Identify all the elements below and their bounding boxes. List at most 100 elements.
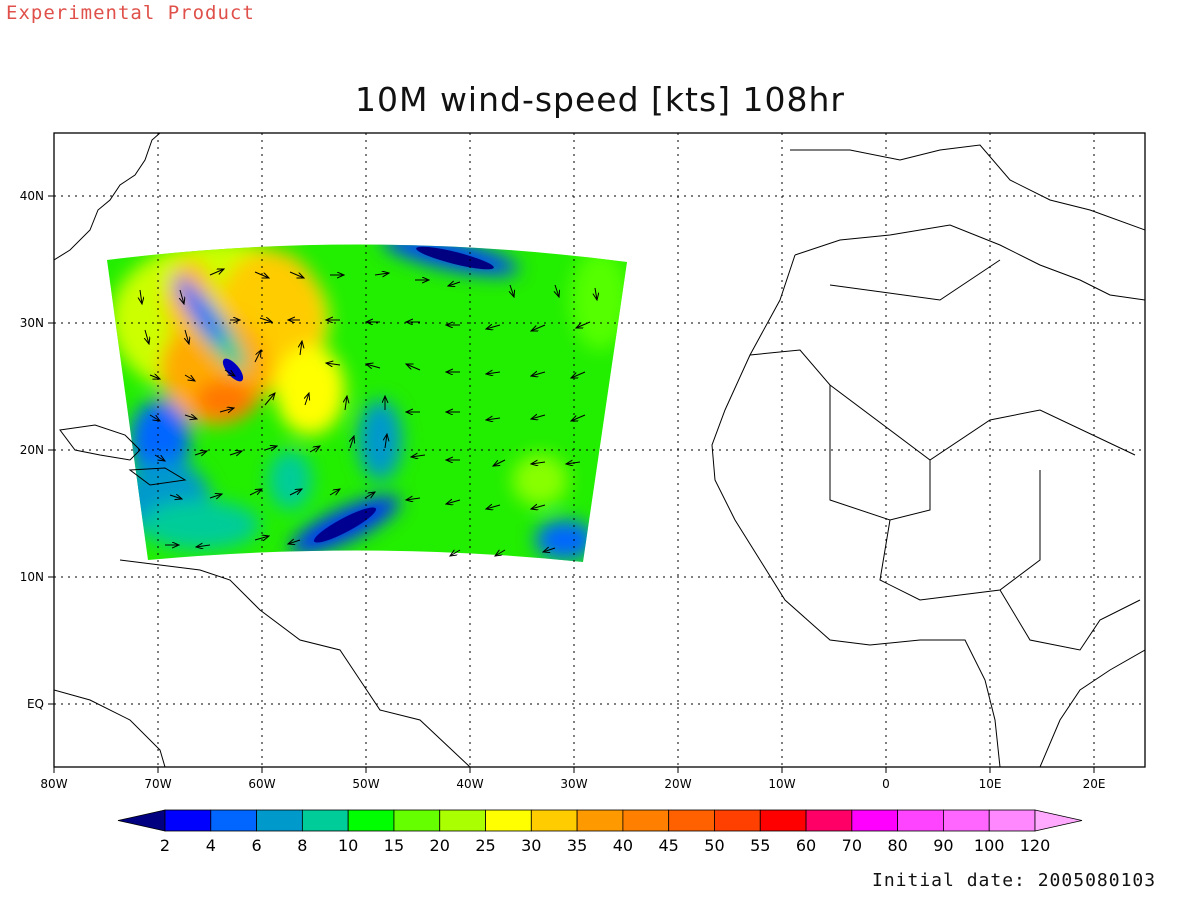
- wind-vector-arrow: [254, 350, 261, 363]
- wind-vector-arrow: [531, 462, 546, 464]
- wind-vector-arrow: [288, 540, 301, 544]
- lon-label-70w: 70W: [144, 777, 171, 791]
- wind-vector-arrow: [264, 446, 277, 450]
- wind-vector-arrow: [486, 372, 501, 374]
- colorbar-swatch: [393, 809, 441, 832]
- lat-label-eq: EQ: [27, 697, 44, 711]
- wind-vector-arrow: [169, 495, 182, 499]
- coastlines: [54, 133, 1145, 767]
- colorbar-label: 10: [338, 836, 358, 855]
- colorbar-swatch: [851, 809, 899, 832]
- wind-vector-arrow: [566, 462, 581, 464]
- wind-vector-arrow: [406, 364, 421, 371]
- colorbar-swatch: [347, 809, 395, 832]
- colorbar-labels: 2 4 6 8 10 15 20 25 30 35 40 45 50 55 60…: [160, 836, 1050, 855]
- wind-vector-arrow: [229, 451, 242, 455]
- wind-vector-arrow: [149, 375, 160, 379]
- lon-label-40w: 40W: [456, 777, 483, 791]
- wind-speed-field: [107, 244, 627, 562]
- wind-vector-arrow: [196, 545, 211, 547]
- lon-label-60w: 60W: [248, 777, 275, 791]
- wind-vector-arrow: [309, 446, 320, 452]
- east-africa-coast: [1039, 649, 1145, 767]
- colorbar-label: 50: [704, 836, 724, 855]
- wind-vector-arrow: [374, 273, 389, 275]
- wind-vector-arrow: [571, 414, 586, 421]
- colorbar-label: 2: [160, 836, 170, 855]
- lat-label-20n: 20N: [20, 443, 44, 457]
- wind-vector-arrow: [531, 505, 546, 509]
- wind-vector-arrow: [184, 374, 195, 381]
- north-africa-coast: [794, 224, 1145, 301]
- west-africa-coast: [711, 254, 1001, 767]
- wind-vector-arrow: [450, 550, 461, 556]
- experimental-product-label: Experimental Product: [6, 2, 255, 24]
- colorbar-swatch: [485, 809, 532, 832]
- wind-vector-arrow: [300, 341, 302, 356]
- colorbar-label: 80: [887, 836, 907, 855]
- wind-vector-arrow: [254, 271, 269, 278]
- wind-vector-arrow: [543, 548, 556, 552]
- lon-label-80w: 80W: [40, 777, 67, 791]
- african-border-5: [999, 589, 1141, 651]
- north-america-coast: [54, 133, 161, 261]
- wind-vector-arrow: [140, 289, 142, 304]
- wind-vector-arrow: [571, 371, 586, 378]
- colorbar-label: 60: [796, 836, 816, 855]
- wind-vector-arrow: [493, 459, 506, 466]
- wind-vector-arrow: [486, 325, 501, 329]
- colorbar-label: 20: [430, 836, 450, 855]
- wind-vector-arrow: [495, 550, 506, 556]
- wind-vector-arrow: [350, 436, 354, 449]
- colorbar-label: 100: [974, 836, 1005, 855]
- wind-vector-arrow: [154, 454, 165, 461]
- wind-vector-arrow: [180, 289, 184, 304]
- colorbar-swatch: [530, 809, 578, 832]
- wind-vector-arrow: [326, 363, 341, 365]
- colorbar-swatch: [714, 809, 761, 832]
- wind-vector-arrow: [510, 284, 514, 297]
- colorbar-swatch: [576, 809, 624, 832]
- colorbar-swatch: [988, 809, 1036, 832]
- colorbar-swatch: [622, 809, 670, 832]
- wind-vector-arrow: [305, 393, 309, 406]
- colorbar-label: 6: [251, 836, 261, 855]
- wind-vector-arrow: [254, 536, 269, 540]
- wind-vector-arrow: [185, 329, 189, 344]
- lon-label-50w: 50W: [352, 777, 379, 791]
- colorbar-label: 4: [206, 836, 216, 855]
- colorbar-label: 15: [384, 836, 404, 855]
- lon-label-0: 0: [882, 777, 890, 791]
- african-border-1: [829, 259, 1001, 301]
- lon-label-20w: 20W: [664, 777, 691, 791]
- wind-vector-arrow: [531, 324, 546, 331]
- wind-vector-arrow: [446, 500, 461, 504]
- wind-vector-arrow: [486, 505, 501, 509]
- wind-vector-arrow: [531, 372, 546, 376]
- wind-vector-arrow: [486, 418, 501, 420]
- wind-vectors: [140, 269, 597, 556]
- lat-label-10n: 10N: [20, 570, 44, 584]
- wind-vector-arrow: [329, 489, 340, 495]
- wind-vector-arrow: [194, 451, 207, 455]
- colorbar-swatch: [439, 809, 486, 832]
- hispaniola: [128, 467, 187, 486]
- wind-vector-arrow: [411, 455, 426, 457]
- cuba: [59, 424, 141, 461]
- colorbar-label: 30: [521, 836, 541, 855]
- colorbar-label: 70: [842, 836, 862, 855]
- colorbar-label: 45: [659, 836, 679, 855]
- wind-vector-arrow: [289, 271, 304, 278]
- wind-vector-arrow: [209, 494, 222, 498]
- wind-vector-arrow: [531, 415, 546, 419]
- colorbar-swatch: [164, 809, 212, 832]
- african-border-3: [829, 385, 931, 521]
- wind-vector-arrow: [366, 364, 381, 368]
- lon-label-10w: 10W: [768, 777, 795, 791]
- map-title: 10M wind-speed [kts] 108hr: [354, 80, 845, 119]
- wind-vector-arrow: [145, 329, 149, 344]
- south-america-coast: [119, 559, 471, 767]
- colorbar-min-arrow: [117, 809, 166, 832]
- colorbar-swatch: [210, 809, 257, 832]
